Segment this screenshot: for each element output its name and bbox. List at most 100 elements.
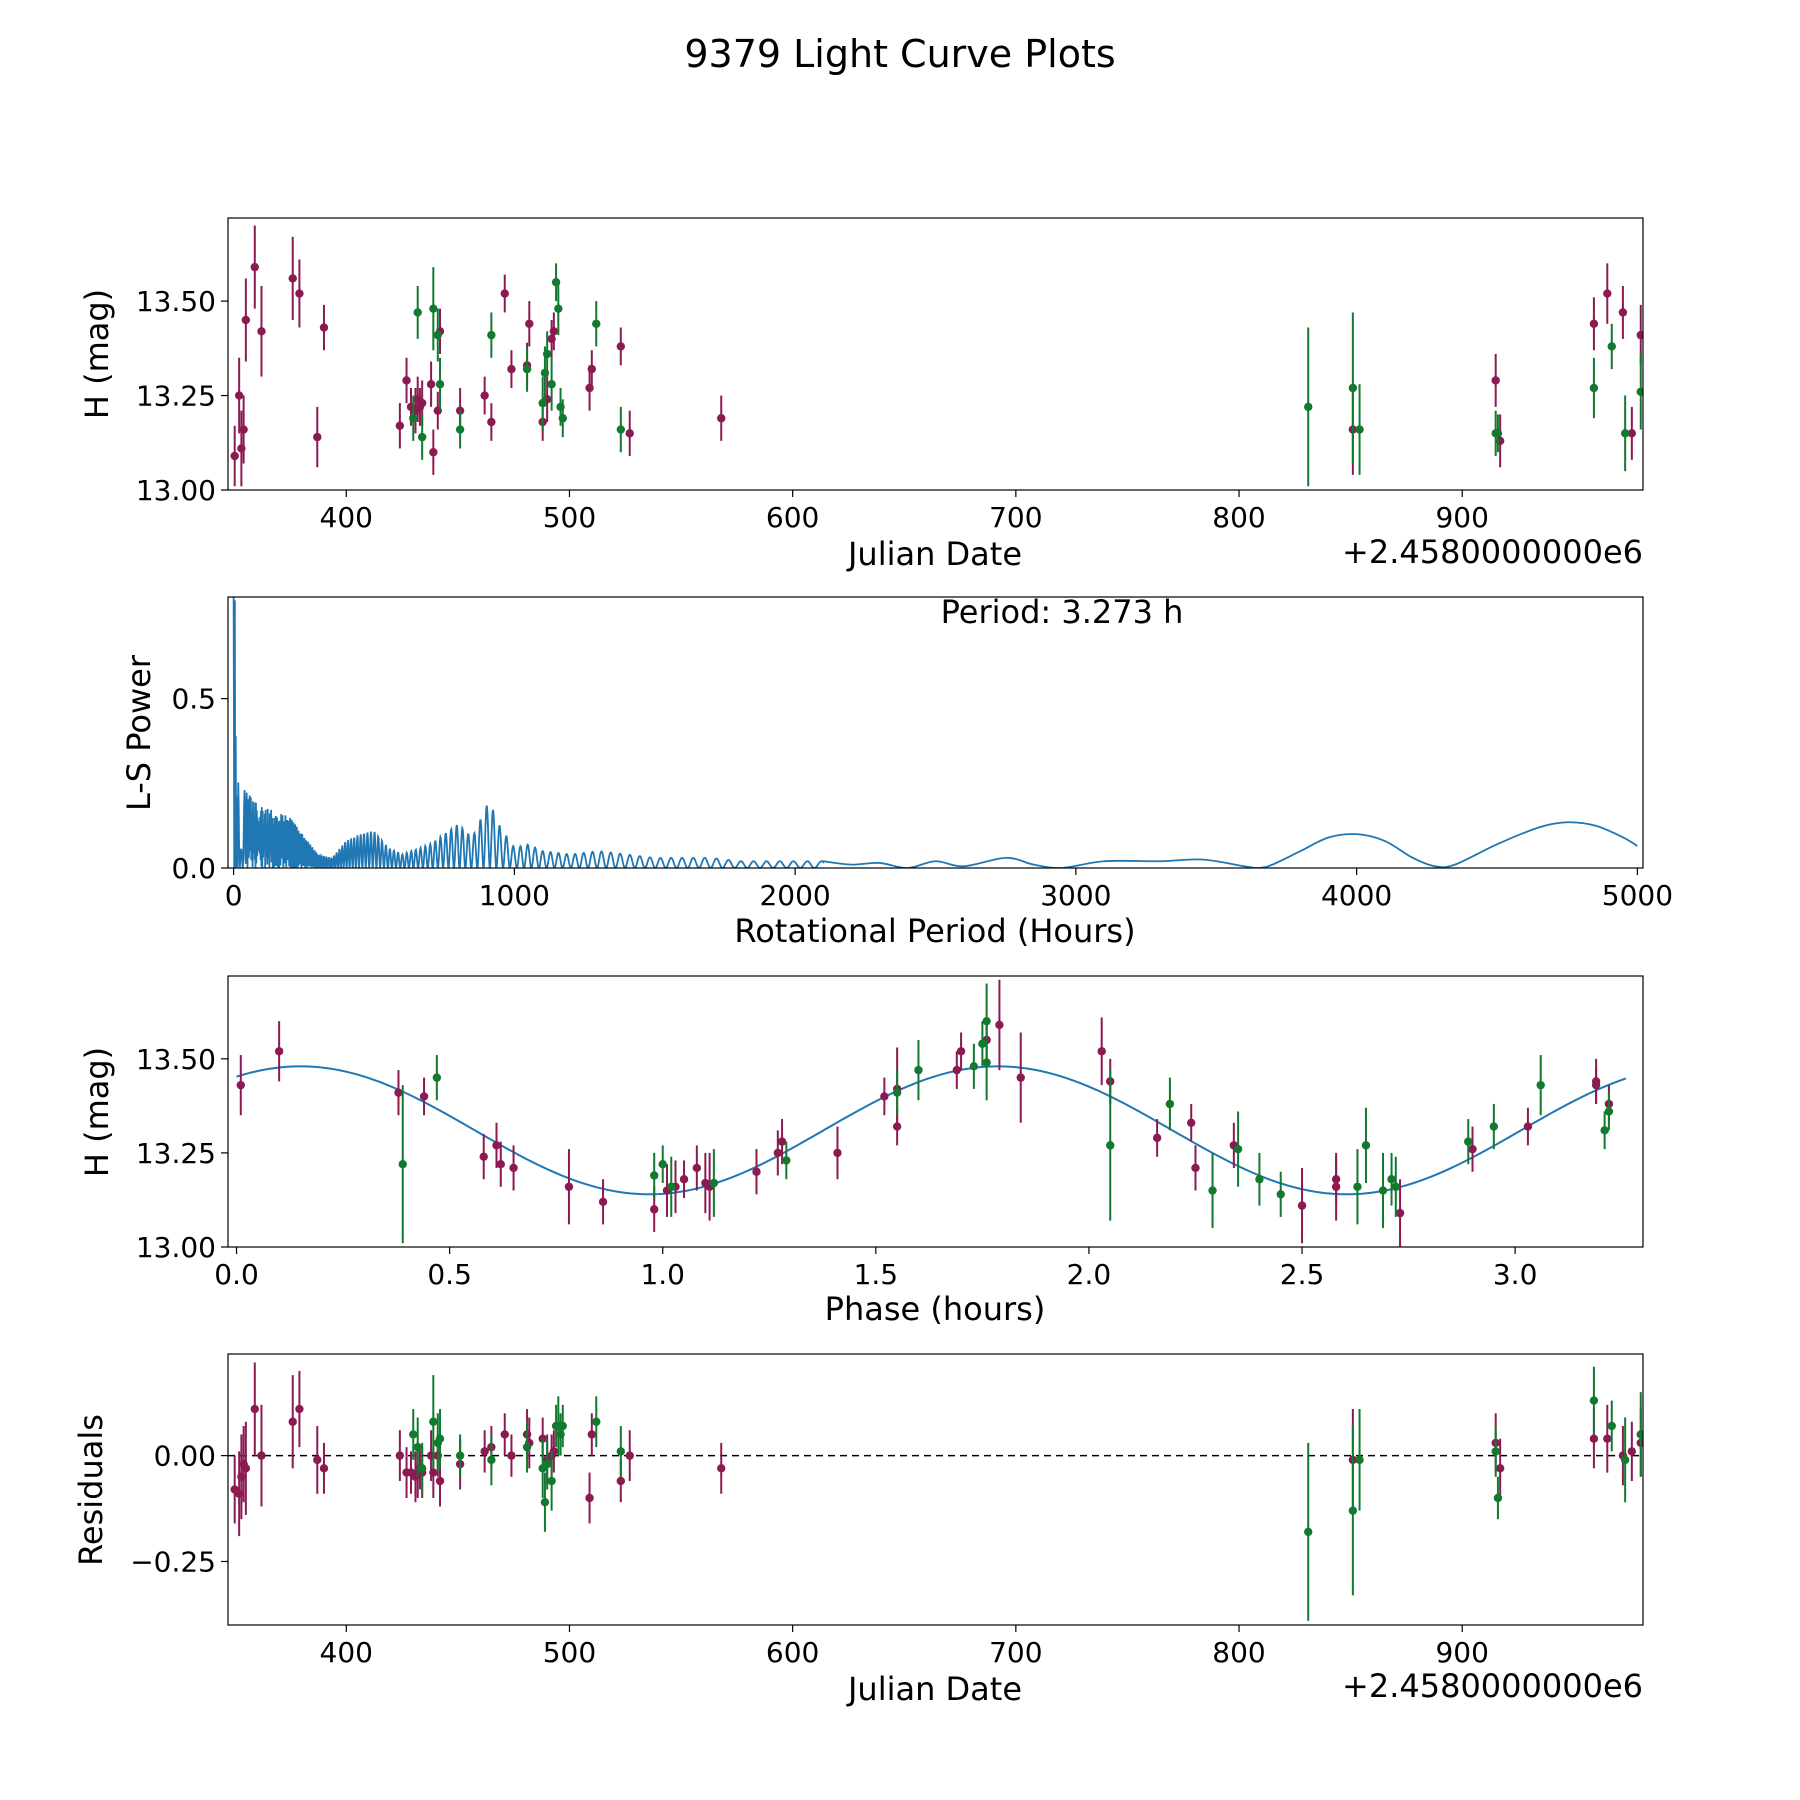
lightcurve-point-red xyxy=(625,429,634,438)
lightcurve-point-red xyxy=(587,364,596,374)
phased-point-red xyxy=(1591,1080,1601,1090)
residuals-point-green xyxy=(1493,1493,1503,1503)
phased-point-red xyxy=(752,1167,761,1176)
lightcurve-point-green xyxy=(1304,402,1313,412)
phased-point-red xyxy=(773,1148,783,1158)
lightcurve-xtick-label: 600 xyxy=(766,501,819,534)
residuals-point-red xyxy=(435,1476,445,1486)
residuals-point-red xyxy=(507,1451,516,1460)
lightcurve-point-green xyxy=(542,349,552,359)
phased-point-red xyxy=(1331,1182,1341,1191)
residuals-xtick-label: 600 xyxy=(766,1636,819,1669)
phased-point-red xyxy=(833,1148,842,1158)
lightcurve-point-red xyxy=(1589,319,1599,328)
residuals-panel: 400 500 600 700 800 900−0.250.00 Julian Date … xyxy=(72,1353,1651,1708)
phased-point-green xyxy=(650,1171,659,1180)
residuals-ticks: 400 500 600 700 800 900 −0.25 0.00 xyxy=(130,1440,1489,1669)
residuals-point-red xyxy=(257,1451,266,1460)
lightcurve-ytick-label: 13.50 xyxy=(136,285,216,318)
periodogram-power-line xyxy=(232,597,1638,868)
lightcurve-point-green xyxy=(1643,259,1651,267)
lightcurve-point-green xyxy=(1636,387,1643,396)
lightcurve-point-green xyxy=(487,330,496,340)
residuals-point-green xyxy=(1643,1401,1651,1409)
residuals-point-red xyxy=(319,1464,329,1473)
periodogram-panel: 0 1000 2000 3000 4000 5000 0.0 0.5 Period: 3.27… xyxy=(120,593,1673,950)
phased-point-green xyxy=(398,1159,407,1169)
phased-point-red xyxy=(1191,1163,1200,1173)
phased-point-red xyxy=(598,1197,608,1207)
lightcurve-point-green xyxy=(433,330,442,340)
phased-point-red xyxy=(496,1159,505,1169)
phased-xtick-label: 0.0 xyxy=(214,1258,259,1291)
lightcurve-xtick-label: 900 xyxy=(1435,501,1488,534)
lightcurve-point-red xyxy=(395,421,405,430)
residuals-offset-text: +2.4580000000e6 xyxy=(1342,1667,1643,1705)
lightcurve-point-red xyxy=(288,274,297,283)
lightcurve-ticks: 400 500 600 700 800 900 13.00 13.25 13.50 xyxy=(136,285,1489,534)
lightcurve-point-red xyxy=(1618,308,1628,317)
residuals-point-green xyxy=(1355,1455,1364,1465)
phased-point-green xyxy=(1387,1175,1396,1184)
phased-marks xyxy=(236,979,1627,1247)
phased-point-red xyxy=(956,1047,966,1056)
lightcurve-point-red xyxy=(429,448,438,457)
lightcurve-point-red xyxy=(234,391,244,400)
lightcurve-point-red xyxy=(455,406,465,415)
lightcurve-point-red xyxy=(1491,376,1500,385)
periodogram-xlabel: Rotational Period (Hours) xyxy=(734,912,1135,950)
residuals-point-red xyxy=(480,1447,489,1456)
lightcurve-point-green xyxy=(538,398,547,408)
phased-point-red xyxy=(1016,1073,1025,1082)
phased-ticks: 0.0 0.5 1.0 1.5 2.0 2.5 3.0 13.00 13.25 13.50 xyxy=(136,1043,1538,1291)
residuals-point-green xyxy=(1348,1506,1358,1515)
phased-point-green xyxy=(1353,1182,1362,1191)
residuals-point-red xyxy=(295,1404,304,1414)
lightcurve-ylabel: H (mag) xyxy=(78,289,116,419)
phased-xtick-label: 0.5 xyxy=(427,1258,472,1291)
phased-point-green xyxy=(982,1058,991,1067)
phased-point-green xyxy=(432,1073,442,1082)
phased-point-green xyxy=(978,1039,987,1048)
phased-fit-curve xyxy=(236,1065,1627,1196)
phased-point-red xyxy=(995,1020,1004,1030)
phased-point-green xyxy=(1361,1141,1371,1150)
residuals-point-red xyxy=(1603,1434,1612,1443)
lightcurve-frame xyxy=(227,217,1644,491)
phased-xtick-label: 2.5 xyxy=(1280,1258,1325,1291)
phased-panel: 0.0 0.5 1.0 1.5 2.0 2.5 3.0 13.00 13.25 13.50 Pha… xyxy=(78,975,1644,1328)
phased-ylabel: H (mag) xyxy=(78,1047,116,1177)
lightcurve-point-red xyxy=(417,398,427,408)
phased-point-green xyxy=(1276,1190,1285,1199)
phased-point-red xyxy=(1187,1118,1196,1127)
residuals-point-red xyxy=(616,1476,626,1486)
residuals-point-green xyxy=(413,1442,422,1452)
lightcurve-xtick-label: 800 xyxy=(1212,501,1265,534)
phased-xtick-label: 3.0 xyxy=(1493,1258,1538,1291)
residuals-xtick-label: 500 xyxy=(543,1636,596,1669)
phased-point-red xyxy=(1097,1047,1106,1056)
phased-point-green xyxy=(1233,1144,1243,1154)
residuals-point-red xyxy=(250,1404,259,1414)
phased-point-red xyxy=(1152,1133,1162,1143)
lightcurve-point-green xyxy=(1355,425,1364,434)
lightcurve-point-red xyxy=(500,289,509,298)
residuals-point-green xyxy=(409,1430,418,1439)
lightcurve-point-red xyxy=(257,327,266,336)
phased-point-red xyxy=(479,1152,488,1161)
lightcurve-point-green xyxy=(429,304,438,313)
residuals-point-green xyxy=(1304,1527,1313,1537)
lightcurve-point-red xyxy=(402,376,411,385)
phased-point-red xyxy=(236,1080,245,1090)
residuals-point-green xyxy=(429,1417,438,1426)
lightcurve-point-red xyxy=(295,289,304,298)
lightcurve-point-green xyxy=(616,425,626,434)
phased-point-red xyxy=(492,1141,501,1150)
periodogram-ylabel: L-S Power xyxy=(120,654,158,811)
phased-ytick-label: 13.25 xyxy=(136,1137,216,1170)
lightcurve-point-green xyxy=(592,319,601,328)
residuals-point-red xyxy=(717,1464,726,1473)
phased-point-green xyxy=(1536,1080,1545,1090)
residuals-point-green xyxy=(1491,1447,1500,1456)
